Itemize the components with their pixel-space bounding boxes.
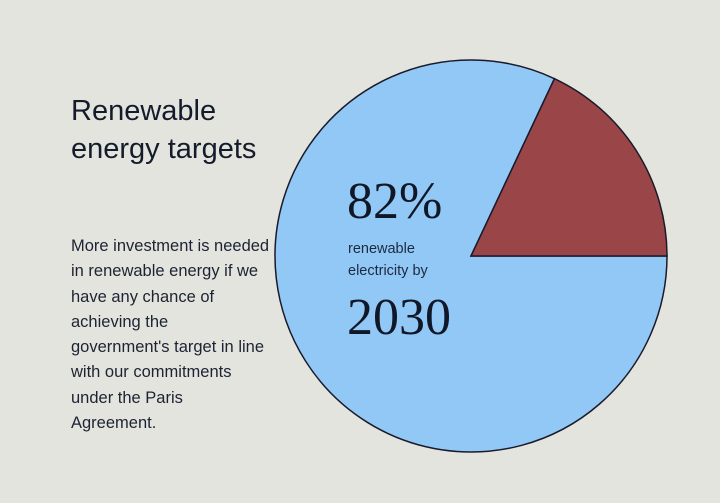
pie-slice-other: [469, 77, 668, 257]
description-text: More investment is needed in renewable e…: [71, 237, 270, 433]
annotation-text: renewable electricity by: [348, 241, 428, 279]
annotation-year: 2030: [347, 289, 451, 346]
page-title: Renewable energy targets: [71, 95, 257, 165]
annotation-percent: 82%: [347, 173, 443, 230]
